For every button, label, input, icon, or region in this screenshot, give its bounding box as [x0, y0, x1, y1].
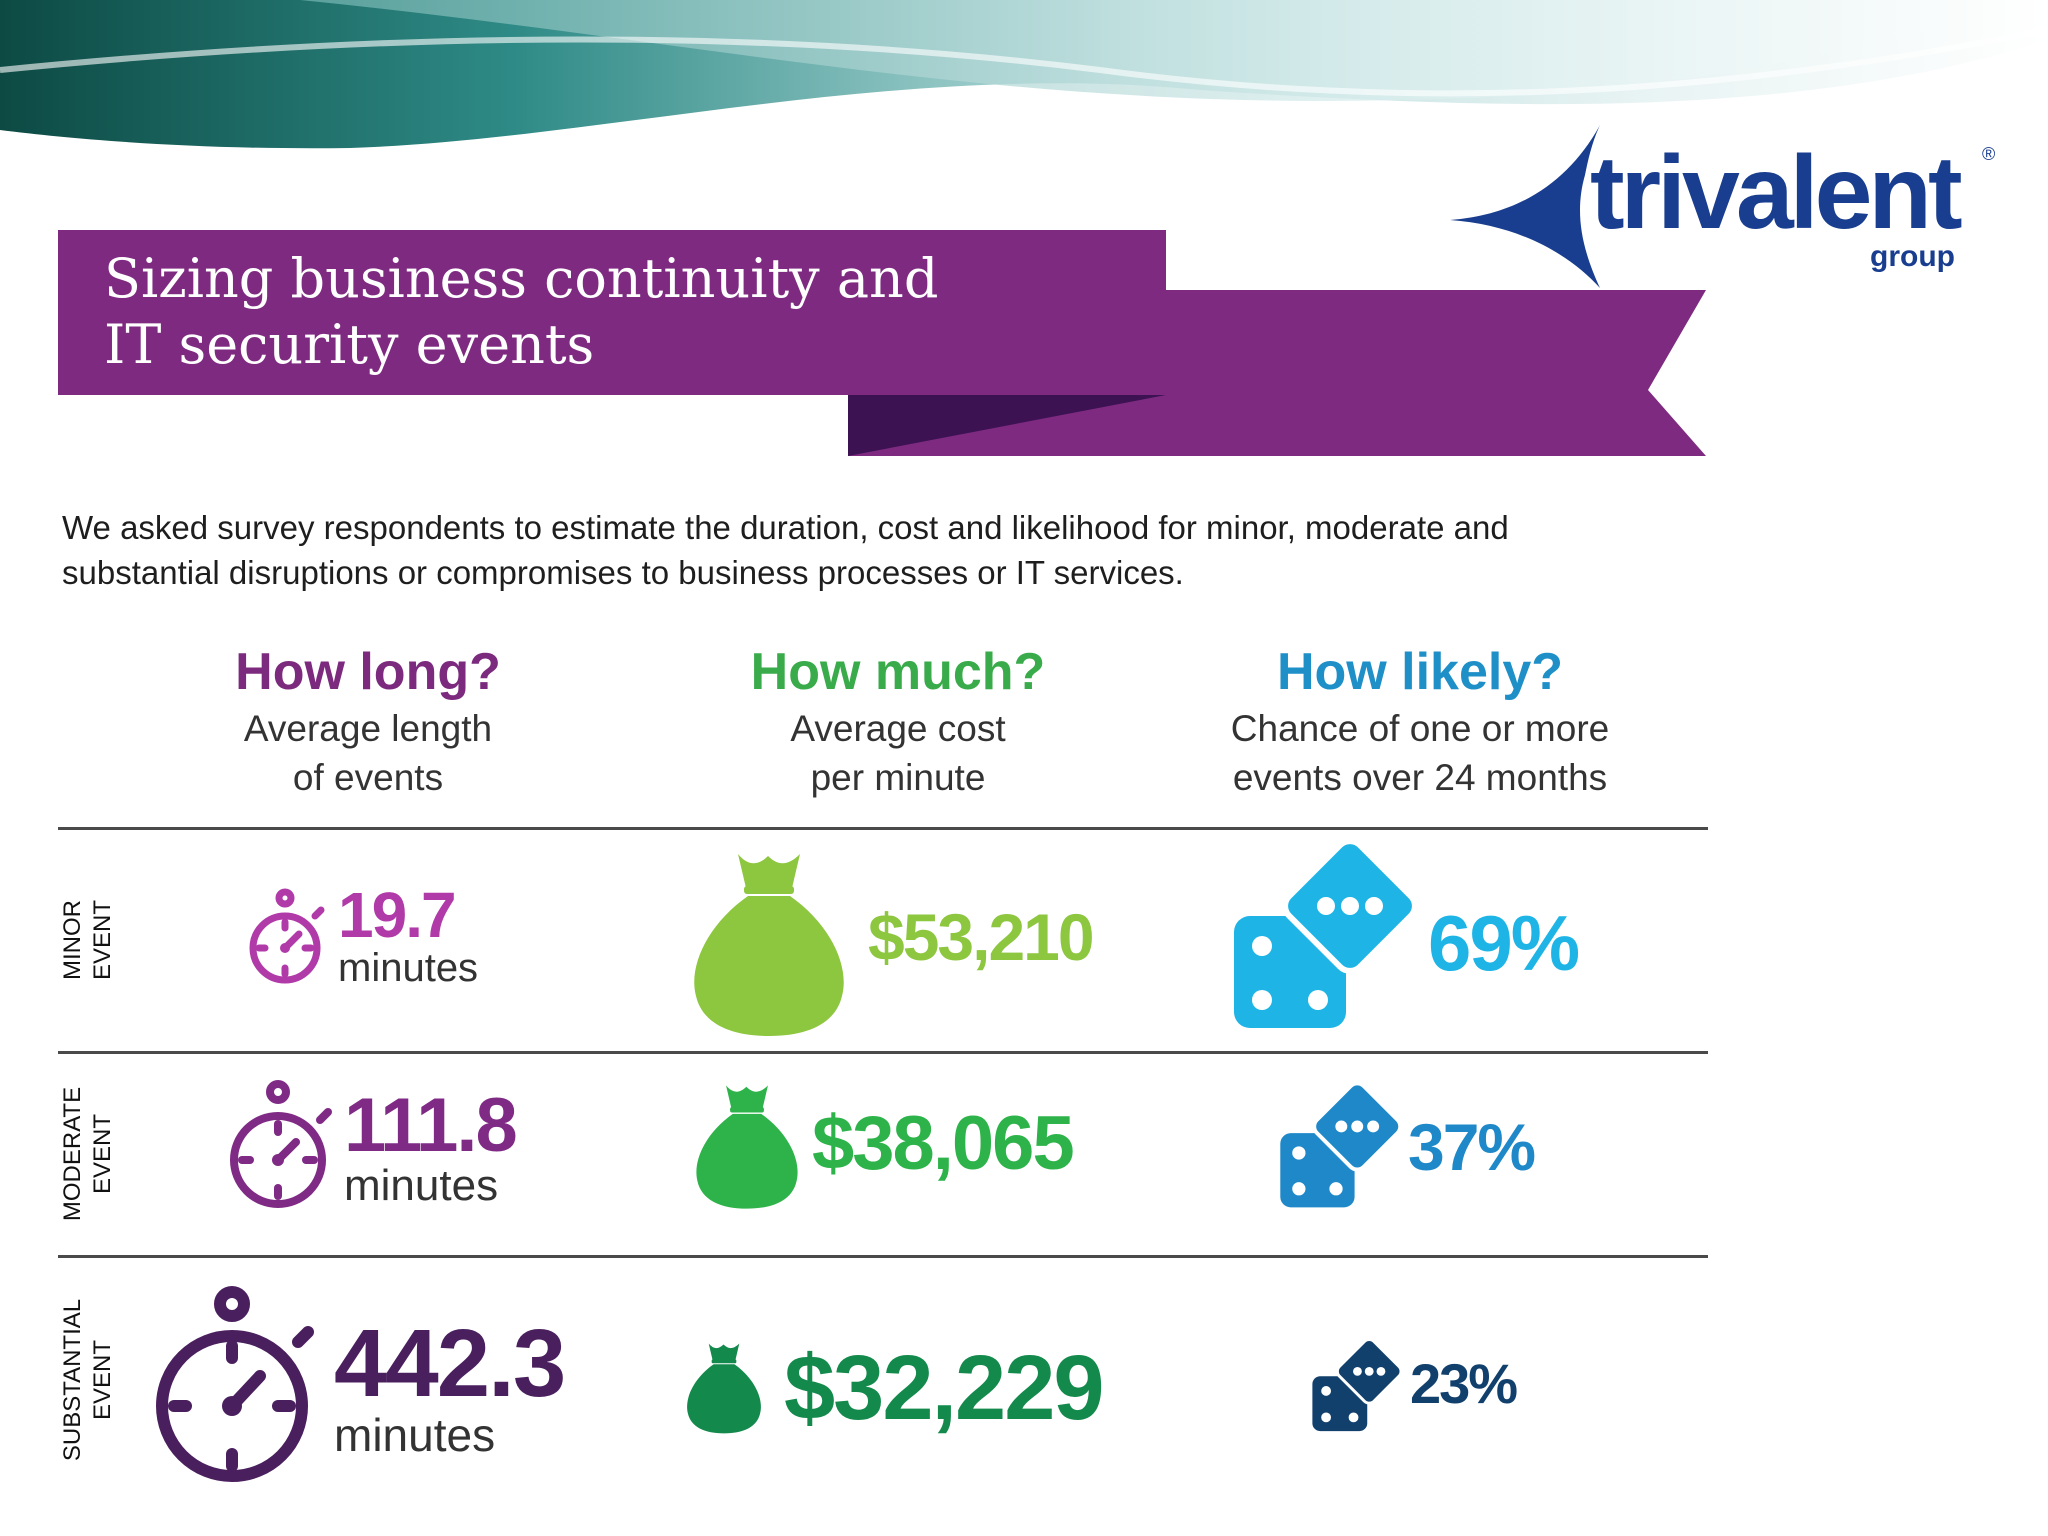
logo-subword: group: [1870, 240, 1955, 273]
header-wave-decoration: [0, 0, 2048, 149]
duration-minor-value: 19.7: [338, 879, 457, 951]
column-sub-duration-1: Average length: [243, 708, 493, 749]
column-title-duration: How long?: [235, 643, 501, 701]
duration-moderate-value: 111.8: [344, 1083, 518, 1168]
cost-minor-value: $53,210: [868, 900, 1095, 974]
duration-moderate-unit: minutes: [344, 1161, 499, 1210]
duration-substantial-value: 442.3: [334, 1310, 566, 1417]
stopwatch-icon: [230, 1080, 332, 1208]
logo-registered-mark: ®: [1982, 144, 1995, 164]
intro-line1: We asked survey respondents to estimate …: [62, 509, 1509, 546]
column-sub-likelihood-2: events over 24 months: [1232, 757, 1608, 798]
row-divider-bottom: [58, 1255, 1708, 1258]
intro-text: We asked survey respondents to estimate …: [62, 505, 1712, 595]
dice-icon: [1234, 842, 1416, 1028]
intro-line2: substantial disruptions or compromises t…: [62, 554, 1184, 591]
column-title-likelihood: How likely?: [1276, 643, 1564, 701]
column-sub-likelihood-1: Chance of one or more: [1230, 708, 1610, 749]
banner-title: Sizing business continuity and IT securi…: [104, 246, 1104, 378]
column-title-cost: How much?: [750, 643, 1046, 701]
dice-icon: [1280, 1084, 1402, 1208]
cost-substantial-value: $32,229: [784, 1337, 1105, 1439]
money-bag-icon: [687, 1343, 761, 1434]
cost-moderate-value: $38,065: [812, 1101, 1075, 1186]
likelihood-substantial-value: 23%: [1410, 1352, 1518, 1415]
row-label-moderate: MODERATE EVENT: [58, 1044, 128, 1264]
row-label-minor-line2: EVENT: [89, 900, 116, 981]
banner-title-line2: IT security events: [104, 313, 595, 376]
row-label-moderate-line2: EVENT: [89, 1114, 116, 1195]
banner-title-line1: Sizing business continuity and: [104, 247, 939, 310]
dice-icon: [1312, 1340, 1402, 1432]
stopwatch-icon: [156, 1286, 314, 1482]
column-header-cost: How much? Average cost per minute: [638, 640, 1158, 802]
row-label-substantial: SUBSTANTIAL EVENT: [58, 1270, 128, 1490]
trivalent-logo: trivalent group ®: [1450, 125, 1995, 288]
column-sub-cost-1: Average cost: [790, 708, 1006, 749]
row-label-minor: MINOR EVENT: [58, 830, 128, 1050]
likelihood-minor-value: 69%: [1428, 899, 1580, 987]
row-divider-middle: [58, 1051, 1708, 1054]
row-label-substantial-line1: SUBSTANTIAL: [59, 1298, 86, 1462]
column-header-likelihood: How likely? Chance of one or more events…: [1160, 640, 1680, 802]
column-header-duration: How long? Average length of events: [108, 640, 628, 802]
column-sub-duration-2: of events: [292, 757, 444, 798]
row-divider-top: [58, 827, 1708, 830]
duration-minor: 19.7 minutes: [338, 882, 478, 988]
likelihood-moderate-value: 37%: [1408, 1110, 1536, 1184]
money-bag-icon: [694, 854, 844, 1036]
duration-substantial: 442.3 minutes: [334, 1310, 566, 1461]
logo-swoosh-icon: [1450, 125, 1600, 288]
stopwatch-icon: [249, 888, 325, 984]
title-banner: [58, 230, 1706, 456]
duration-minor-unit: minutes: [338, 946, 479, 990]
duration-substantial-unit: minutes: [334, 1409, 496, 1461]
money-bag-icon: [696, 1085, 798, 1209]
logo-wordmark: trivalent: [1590, 135, 1962, 251]
row-label-minor-line1: MINOR: [59, 900, 86, 980]
column-sub-cost-2: per minute: [810, 757, 986, 798]
duration-moderate: 111.8 minutes: [344, 1083, 518, 1210]
row-label-substantial-line2: EVENT: [89, 1340, 116, 1421]
row-label-moderate-line1: MODERATE: [59, 1086, 86, 1222]
